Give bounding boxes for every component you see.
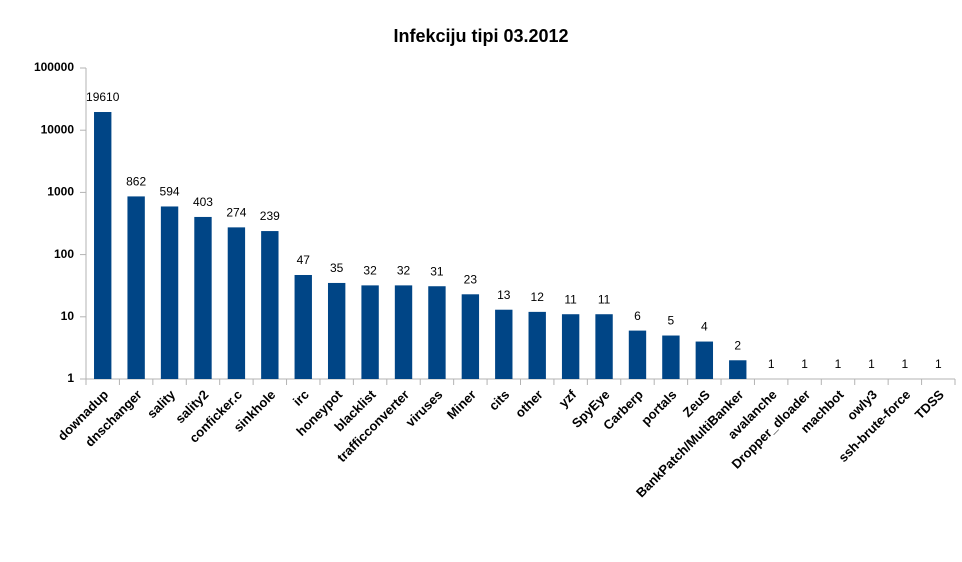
- value-label: 1: [768, 357, 775, 371]
- value-label: 274: [226, 206, 246, 220]
- bar: [94, 112, 112, 379]
- bar: [361, 285, 379, 379]
- value-label: 5: [668, 314, 675, 328]
- value-label: 47: [297, 253, 311, 267]
- bar: [261, 231, 279, 379]
- value-label: 862: [126, 175, 146, 189]
- y-tick-label: 1: [67, 371, 74, 385]
- value-label: 19610: [86, 90, 120, 104]
- y-tick-label: 10: [61, 309, 75, 323]
- value-label: 6: [634, 309, 641, 323]
- value-label: 11: [598, 292, 611, 306]
- y-tick-label: 10000: [41, 122, 75, 136]
- value-label: 1: [801, 357, 808, 371]
- value-label: 32: [363, 264, 377, 278]
- bar: [294, 274, 312, 379]
- value-label: 1: [935, 357, 942, 371]
- bar: [127, 196, 145, 379]
- bar: [628, 330, 647, 379]
- value-label: 23: [464, 272, 478, 286]
- bar: [160, 206, 179, 379]
- bar: [394, 285, 413, 379]
- value-label: 32: [397, 264, 411, 278]
- y-tick-label: 1000: [47, 185, 74, 199]
- bar: [227, 227, 246, 379]
- bar: [495, 309, 513, 379]
- bar: [695, 341, 714, 379]
- value-label: 594: [160, 185, 180, 199]
- value-label: 35: [330, 261, 344, 275]
- y-tick-label: 100000: [34, 60, 74, 74]
- bar: [595, 314, 613, 379]
- value-label: 13: [497, 288, 511, 302]
- bar: [662, 335, 680, 379]
- value-label: 239: [260, 209, 280, 223]
- value-label: 12: [531, 290, 545, 304]
- bar: [561, 314, 580, 379]
- bar: [194, 216, 212, 379]
- bar: [528, 311, 546, 379]
- bar: [729, 360, 747, 379]
- value-label: 11: [564, 292, 577, 306]
- bar: [461, 294, 480, 379]
- chart-title: Infekciju tipi 03.2012: [393, 26, 568, 46]
- value-label: 2: [734, 338, 741, 352]
- y-tick-label: 100: [54, 247, 74, 261]
- value-label: 31: [430, 264, 444, 278]
- value-label: 1: [902, 357, 909, 371]
- value-label: 1: [868, 357, 875, 371]
- bar: [327, 282, 346, 379]
- bar: [428, 286, 446, 379]
- value-label: 4: [701, 320, 708, 334]
- value-label: 403: [193, 195, 213, 209]
- value-label: 1: [835, 357, 842, 371]
